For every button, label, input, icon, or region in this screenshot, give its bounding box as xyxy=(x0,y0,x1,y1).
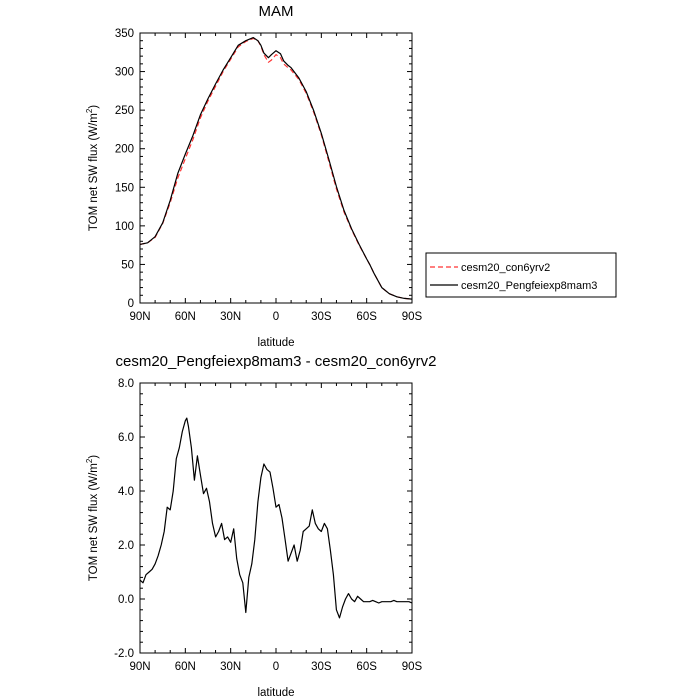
bottom-x-tick-label: 30N xyxy=(220,661,241,673)
top-chart-panel: MAM latitude TOM net SW flux (W/m2) 90N 6… xyxy=(85,3,423,349)
top-y-tick-label: 0 xyxy=(128,298,134,310)
bottom-chart-xlabel: latitude xyxy=(257,687,294,699)
top-y-tick-label: 300 xyxy=(115,67,134,79)
top-chart-ylabel: TOM net SW flux (W/m2) xyxy=(85,105,100,231)
bottom-x-tick-label: 30S xyxy=(311,661,332,673)
bottom-series-line-0 xyxy=(139,417,413,619)
bottom-chart-title: cesm20_Pengfeiexp8mam3 - cesm20_con6yrv2 xyxy=(116,353,437,370)
top-y-tick-label: 350 xyxy=(115,28,134,40)
top-chart-ylabel-sup: 2 xyxy=(85,108,94,113)
top-chart-title: MAM xyxy=(259,3,294,20)
bottom-x-tick-label: 60N xyxy=(175,661,196,673)
bottom-y-tick-label: 8.0 xyxy=(118,378,134,390)
top-x-tick-label: 60N xyxy=(175,311,196,323)
top-series-line-1 xyxy=(139,36,413,300)
bottom-chart-ylabel-close: ) xyxy=(88,455,100,459)
top-x-tick-label: 90N xyxy=(129,311,150,323)
top-x-tick-label: 0 xyxy=(273,311,279,323)
bottom-y-tick-label: 6.0 xyxy=(118,432,134,444)
top-series-line-0 xyxy=(139,37,413,300)
top-y-tick-label: 50 xyxy=(121,259,134,271)
bottom-y-tick-label: -2.0 xyxy=(114,648,134,660)
top-y-tick-label: 250 xyxy=(115,105,134,117)
top-chart-ylabel-close: ) xyxy=(88,105,100,109)
top-x-tick-label: 30S xyxy=(311,311,332,323)
bottom-chart-panel: cesm20_Pengfeiexp8mam3 - cesm20_con6yrv2… xyxy=(85,353,437,699)
bottom-y-tick-label: 4.0 xyxy=(118,486,134,498)
top-x-tick-label: 90S xyxy=(402,311,423,323)
legend: cesm20_con6yrv2 cesm20_Pengfeiexp8mam3 xyxy=(425,252,617,298)
bottom-x-tick-label: 90N xyxy=(129,661,150,673)
legend-label-pengfeiexp8mam3: cesm20_Pengfeiexp8mam3 xyxy=(461,280,597,292)
top-y-tick-label: 150 xyxy=(115,182,134,194)
bottom-x-tick-label: 90S xyxy=(402,661,423,673)
legend-box xyxy=(425,252,617,298)
bottom-plot-frame xyxy=(139,382,413,654)
bottom-y-tick-label: 0.0 xyxy=(118,594,134,606)
bottom-chart-ylabel-text: TOM net SW flux (W/m xyxy=(88,463,100,581)
top-chart-ylabel-text: TOM net SW flux (W/m xyxy=(88,113,100,231)
top-plot-frame xyxy=(139,32,413,304)
top-y-tick-label: 100 xyxy=(115,221,134,233)
bottom-chart-ylabel: TOM net SW flux (W/m2) xyxy=(85,455,100,581)
bottom-x-tick-label: 60S xyxy=(356,661,377,673)
top-chart-xlabel: latitude xyxy=(257,337,294,349)
bottom-chart-ylabel-sup: 2 xyxy=(85,458,94,463)
top-x-tick-label: 60S xyxy=(356,311,377,323)
top-x-tick-label: 30N xyxy=(220,311,241,323)
legend-label-con6yrv2: cesm20_con6yrv2 xyxy=(461,262,550,274)
bottom-x-tick-label: 0 xyxy=(273,661,279,673)
bottom-y-tick-label: 2.0 xyxy=(118,540,134,552)
top-y-tick-label: 200 xyxy=(115,144,134,156)
